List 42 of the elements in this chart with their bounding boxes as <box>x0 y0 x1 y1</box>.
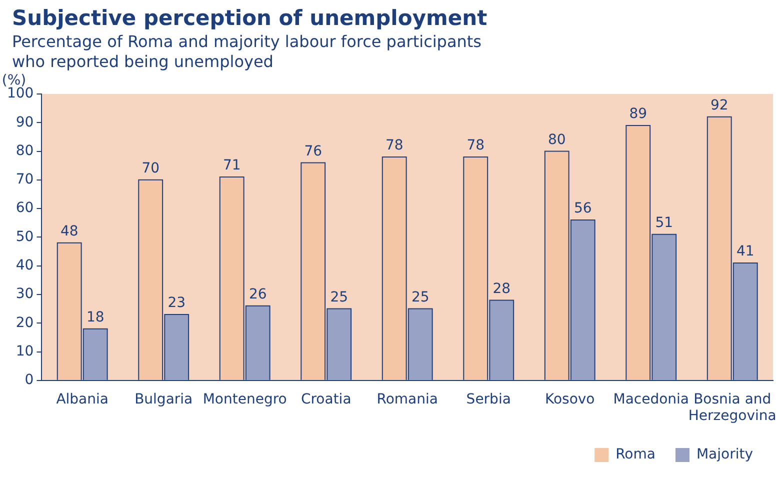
data-label: 51 <box>655 214 674 231</box>
data-label: 78 <box>385 138 404 154</box>
y-tick-label: 20 <box>16 314 34 331</box>
x-tick-label: Macedonia <box>613 391 690 408</box>
data-label: 48 <box>60 224 78 240</box>
data-label: 18 <box>86 309 104 326</box>
data-label: 25 <box>411 289 430 306</box>
x-tick-label: Bosnia and Herzegovina <box>688 391 776 424</box>
x-tick-label: Bulgaria <box>134 391 193 408</box>
data-label: 28 <box>492 280 511 297</box>
data-label: 56 <box>574 200 592 217</box>
data-label: 25 <box>330 289 348 306</box>
x-tick-label: Montenegro <box>202 391 287 408</box>
x-tick-label: Serbia <box>466 391 511 408</box>
y-tick-label: 60 <box>16 200 34 216</box>
data-label: 23 <box>168 295 186 312</box>
data-label: 89 <box>629 106 648 122</box>
y-tick-label: 90 <box>16 114 34 130</box>
y-tick-label: 70 <box>16 172 34 188</box>
data-label: 92 <box>710 98 728 114</box>
y-tick-label: 50 <box>16 228 34 245</box>
data-label: 70 <box>142 160 160 177</box>
y-tick-label: 40 <box>16 257 34 274</box>
x-tick-label: Romania <box>376 391 438 408</box>
data-label: 41 <box>736 244 754 260</box>
y-tick-label: 0 <box>24 372 34 388</box>
chart-title: Subjective perception of unemployment <box>12 6 488 30</box>
legend-label: Roma <box>616 446 656 463</box>
y-tick-label: 80 <box>16 142 34 159</box>
data-label: 78 <box>466 138 485 154</box>
y-tick-label: 100 <box>6 86 34 102</box>
x-tick-label: Kosovo <box>544 391 595 408</box>
data-label: 26 <box>248 286 267 303</box>
chart-subtitle: Percentage of Roma and majority labour force participants who reported being unemployed <box>12 32 483 72</box>
legend-label: Majority <box>696 446 754 463</box>
y-tick-label: 30 <box>16 286 34 302</box>
x-tick-label: Albania <box>56 391 108 408</box>
x-tick-label: Croatia <box>300 391 352 408</box>
data-label: 71 <box>222 158 241 174</box>
data-label: 80 <box>548 132 566 148</box>
y-tick-label: 10 <box>16 343 34 360</box>
data-label: 76 <box>304 143 322 160</box>
